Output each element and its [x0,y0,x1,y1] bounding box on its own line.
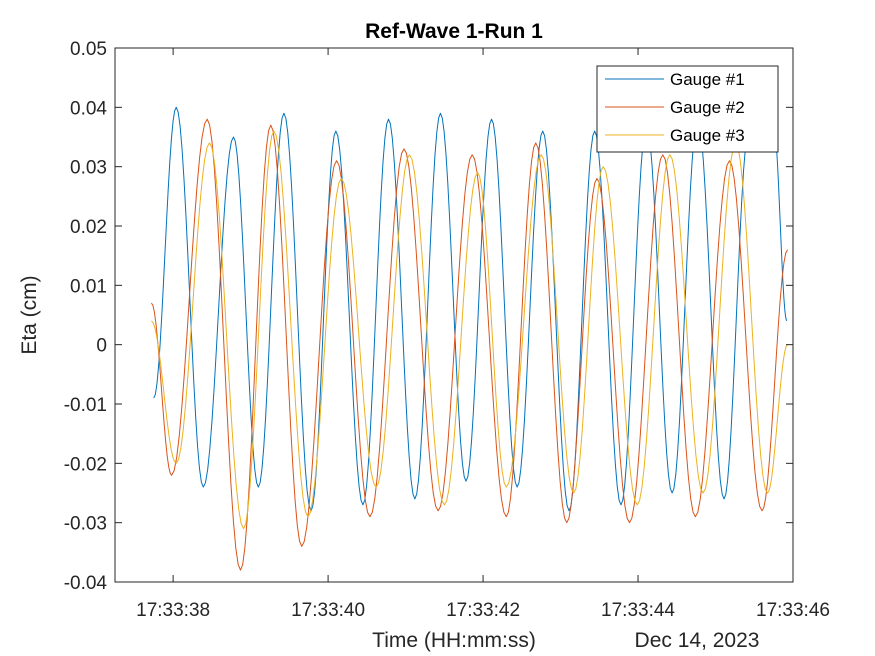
y-tick-label: 0.04 [70,98,107,119]
x-tick-label: 17:33:42 [446,600,520,621]
legend: Gauge #1 Gauge #2 Gauge #3 [596,65,779,153]
date-label: Dec 14, 2023 [635,629,760,652]
y-tick-label: 0.05 [70,39,107,60]
chart-title: Ref-Wave 1-Run 1 [365,20,543,43]
legend-label-3: Gauge #3 [670,126,745,145]
legend-label-1: Gauge #1 [670,70,745,89]
y-tick-label: -0.03 [64,514,107,535]
y-tick-label: 0.03 [70,158,107,179]
x-tick-label: 17:33:40 [291,600,365,621]
legend-box [596,65,779,153]
series-line-3 [151,130,788,530]
x-axis: 17:33:38 17:33:40 17:33:42 17:33:44 17:33:46 [136,48,830,621]
y-tick-label: -0.04 [64,573,108,594]
y-tick-label: 0.01 [70,276,107,297]
y-tick-label: -0.02 [64,454,107,475]
y-tick-label: 0 [96,336,107,357]
x-tick-label: 17:33:38 [136,600,210,621]
axes-box [114,47,794,583]
legend-label-2: Gauge #2 [670,98,745,117]
y-tick-label: 0.02 [70,217,107,238]
x-tick-label: 17:33:46 [756,600,830,621]
x-tick-label: 17:33:44 [601,600,675,621]
y-tick-label: -0.01 [64,395,107,416]
x-axis-label: Time (HH:mm:ss) [372,629,536,652]
y-axis-label: Eta (cm) [18,275,41,354]
y-axis: 0.05 0.04 0.03 0.02 0.01 0 -0.01 -0.02 -0.03 -0.0… [64,39,793,594]
series-line-2 [151,118,789,571]
